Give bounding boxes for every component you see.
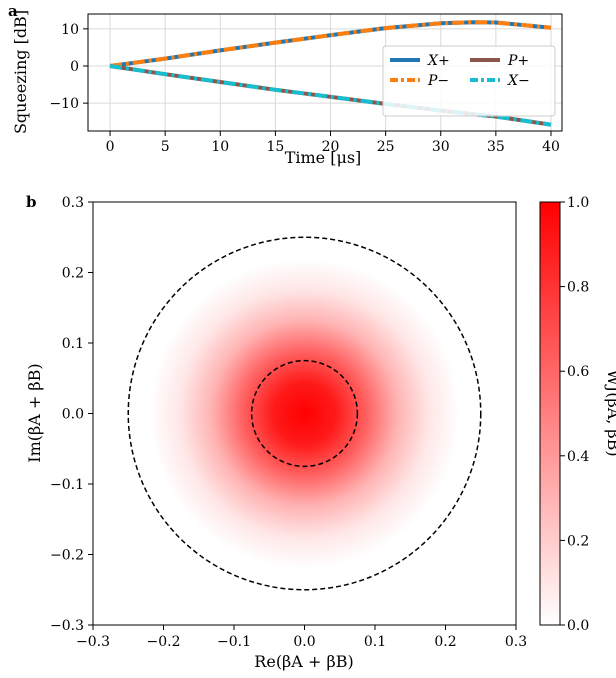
- panel-label-b: b: [26, 193, 37, 211]
- xlabel-b: Re(βA + βB): [254, 652, 353, 671]
- dashed-circle-0: [250, 359, 359, 468]
- dashed-circle-1: [127, 236, 482, 591]
- colorbar-tick-label: 0.8: [567, 280, 589, 296]
- tick-label-x: −0.3: [76, 634, 110, 650]
- legend-label: P−: [427, 73, 449, 89]
- tick-label-y: 0.1: [62, 336, 84, 352]
- ylabel-b: Im(βA + βB): [25, 363, 44, 462]
- tick-label-x: 15: [266, 139, 284, 155]
- circles-b: [127, 236, 482, 591]
- tick-label-y: 0: [70, 59, 79, 75]
- xlabel-a: Time [μs]: [285, 148, 362, 167]
- series-line-1: [109, 20, 552, 68]
- legend-a: X+ P+ P− X−: [382, 45, 556, 117]
- legend-label: P+: [507, 53, 529, 69]
- tick-label-y: 0.0: [62, 407, 84, 423]
- plot-frame-a: [87, 13, 563, 132]
- tick-label-x: 35: [487, 139, 505, 155]
- tick-label-y: −10: [49, 96, 79, 112]
- legend-label: X+: [427, 53, 450, 69]
- tick-label-x: 20: [322, 139, 340, 155]
- colorbar: [539, 201, 561, 626]
- tick-label-x: 0.2: [434, 634, 456, 650]
- wigner-distribution: [149, 258, 460, 569]
- tick-label-x: 0.3: [505, 634, 527, 650]
- tick-label-x: 0: [106, 139, 115, 155]
- colorbar-tick-label: 0.6: [567, 364, 589, 380]
- panel-label-a: a: [8, 2, 18, 20]
- tick-label-x: −0.1: [217, 634, 251, 650]
- legend-box: [382, 45, 556, 117]
- tick-label-x: −0.2: [147, 634, 181, 650]
- tick-label-y: −0.1: [50, 477, 84, 493]
- ticks-b: −0.3 −0.2 −0.1 0.0 0.1 0.2 0.3 0.3 0.2 0.1 0.0 −0.1…: [50, 195, 527, 650]
- tick-label-x: 10: [211, 139, 229, 155]
- tick-label-x: 0.1: [364, 634, 386, 650]
- colorbar-tick-label: 0.0: [567, 618, 589, 634]
- tick-label-y: 0.3: [62, 195, 84, 211]
- tick-label-y: 10: [61, 22, 79, 38]
- colorbar-label: WJ(βA, βB): [604, 369, 616, 456]
- colorbar-tick-label: 0.2: [567, 533, 589, 549]
- tick-label-x: 0.0: [293, 634, 315, 650]
- tick-label-y: 0.2: [62, 266, 84, 282]
- tick-label-y: −0.3: [50, 618, 84, 634]
- colorbar-tick-label: 1.0: [567, 195, 589, 211]
- tick-label-x: 5: [161, 139, 170, 155]
- tick-label-x: 25: [377, 139, 395, 155]
- ylabel-a: Squeezing [dB]: [11, 10, 30, 134]
- ticks-a: 0 5 10 15 20 25 30 35 40 10 0 −10: [49, 22, 559, 155]
- tick-label-y: −0.2: [50, 548, 84, 564]
- tick-label-x: 30: [432, 139, 450, 155]
- tick-label-x: 40: [542, 139, 560, 155]
- colorbar-tick-label: 0.4: [567, 449, 589, 465]
- colorbar-ticks: 1.0 0.8 0.6 0.4 0.2 0.0: [560, 195, 589, 634]
- legend-label: X−: [507, 73, 530, 89]
